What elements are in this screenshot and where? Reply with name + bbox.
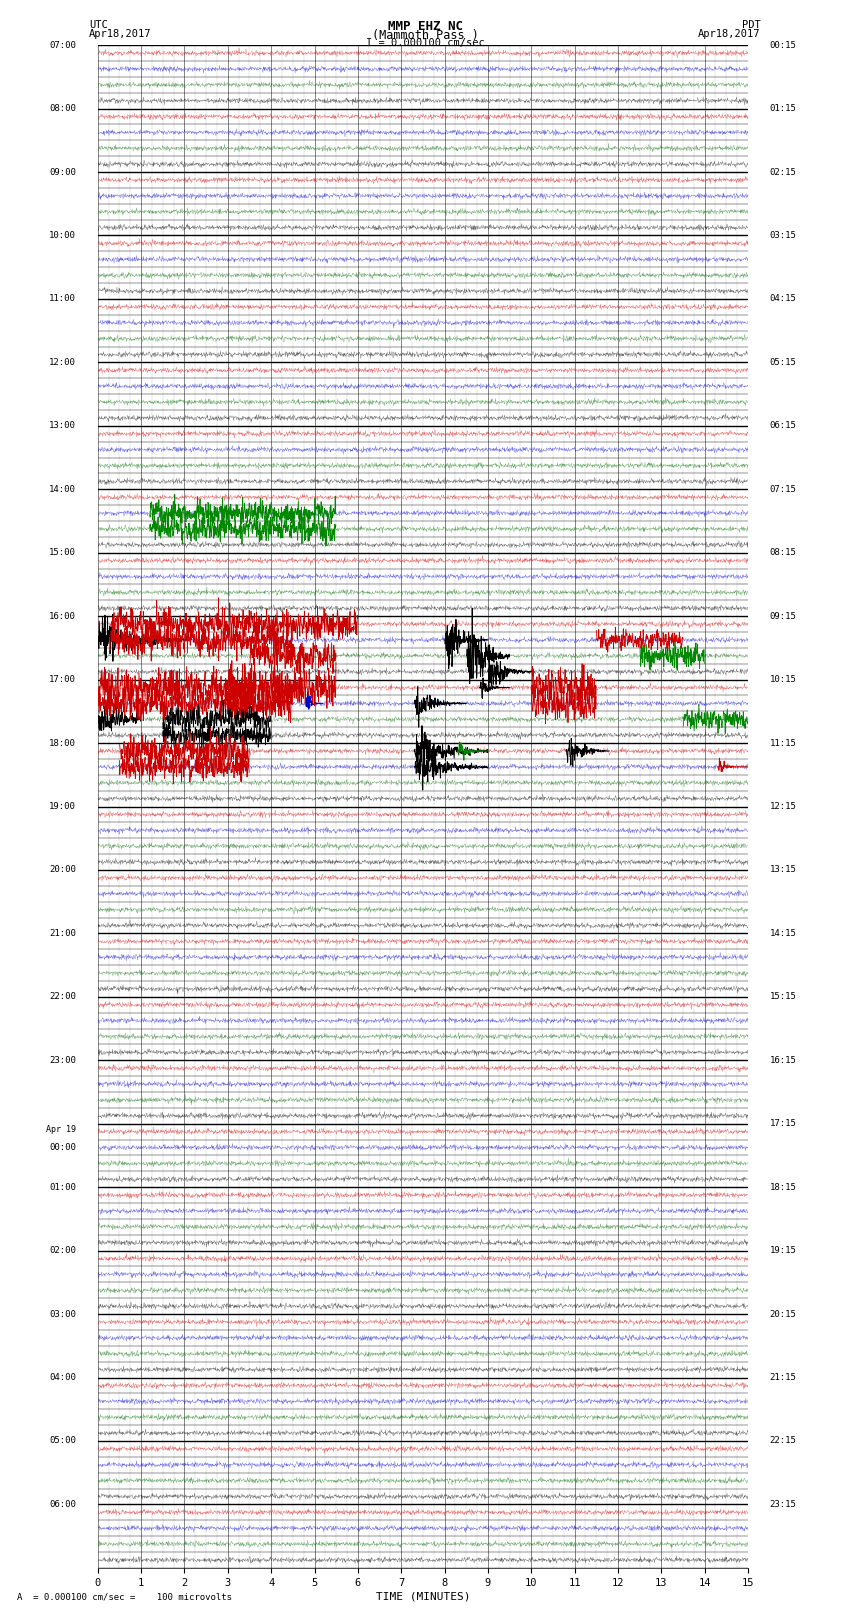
Text: 10:15: 10:15 bbox=[770, 676, 796, 684]
Text: 02:15: 02:15 bbox=[770, 168, 796, 176]
Text: 05:15: 05:15 bbox=[770, 358, 796, 366]
Text: 00:15: 00:15 bbox=[770, 40, 796, 50]
Text: 00:00: 00:00 bbox=[49, 1144, 76, 1152]
Text: 17:15: 17:15 bbox=[770, 1119, 796, 1127]
Text: 03:15: 03:15 bbox=[770, 231, 796, 240]
Text: 03:00: 03:00 bbox=[49, 1310, 76, 1318]
Text: 01:15: 01:15 bbox=[770, 105, 796, 113]
Text: 23:15: 23:15 bbox=[770, 1500, 796, 1508]
Text: 17:00: 17:00 bbox=[49, 676, 76, 684]
Text: 04:15: 04:15 bbox=[770, 295, 796, 303]
Text: 07:15: 07:15 bbox=[770, 486, 796, 494]
Text: 10:00: 10:00 bbox=[49, 231, 76, 240]
Text: I = 0.000100 cm/sec: I = 0.000100 cm/sec bbox=[366, 37, 484, 48]
Text: 05:00: 05:00 bbox=[49, 1437, 76, 1445]
Text: 09:15: 09:15 bbox=[770, 611, 796, 621]
Text: 13:00: 13:00 bbox=[49, 421, 76, 431]
Text: 16:00: 16:00 bbox=[49, 611, 76, 621]
Text: Apr18,2017: Apr18,2017 bbox=[89, 29, 152, 39]
Text: 08:00: 08:00 bbox=[49, 105, 76, 113]
Text: 12:00: 12:00 bbox=[49, 358, 76, 366]
Text: 18:15: 18:15 bbox=[770, 1182, 796, 1192]
Text: A  = 0.000100 cm/sec =    100 microvolts: A = 0.000100 cm/sec = 100 microvolts bbox=[17, 1592, 232, 1602]
Text: 13:15: 13:15 bbox=[770, 866, 796, 874]
Text: 22:00: 22:00 bbox=[49, 992, 76, 1002]
Text: 11:15: 11:15 bbox=[770, 739, 796, 747]
Text: 21:15: 21:15 bbox=[770, 1373, 796, 1382]
Text: Apr18,2017: Apr18,2017 bbox=[698, 29, 761, 39]
Text: 18:00: 18:00 bbox=[49, 739, 76, 747]
Text: 22:15: 22:15 bbox=[770, 1437, 796, 1445]
Text: MMP EHZ NC: MMP EHZ NC bbox=[388, 19, 462, 34]
Text: 19:00: 19:00 bbox=[49, 802, 76, 811]
Text: 12:15: 12:15 bbox=[770, 802, 796, 811]
Text: 20:00: 20:00 bbox=[49, 866, 76, 874]
Text: 04:00: 04:00 bbox=[49, 1373, 76, 1382]
Text: 16:15: 16:15 bbox=[770, 1057, 796, 1065]
Text: 02:00: 02:00 bbox=[49, 1247, 76, 1255]
Text: 14:00: 14:00 bbox=[49, 486, 76, 494]
Text: 19:15: 19:15 bbox=[770, 1247, 796, 1255]
Text: 21:00: 21:00 bbox=[49, 929, 76, 937]
Text: 15:15: 15:15 bbox=[770, 992, 796, 1002]
Text: PDT: PDT bbox=[742, 19, 761, 31]
Text: Apr 19: Apr 19 bbox=[46, 1126, 76, 1134]
Text: 07:00: 07:00 bbox=[49, 40, 76, 50]
Text: 09:00: 09:00 bbox=[49, 168, 76, 176]
Text: 14:15: 14:15 bbox=[770, 929, 796, 937]
Text: 15:00: 15:00 bbox=[49, 548, 76, 556]
Text: 08:15: 08:15 bbox=[770, 548, 796, 556]
Text: 23:00: 23:00 bbox=[49, 1057, 76, 1065]
Text: 06:00: 06:00 bbox=[49, 1500, 76, 1508]
Text: 06:15: 06:15 bbox=[770, 421, 796, 431]
X-axis label: TIME (MINUTES): TIME (MINUTES) bbox=[376, 1592, 470, 1602]
Text: (Mammoth Pass ): (Mammoth Pass ) bbox=[371, 29, 479, 42]
Text: 11:00: 11:00 bbox=[49, 295, 76, 303]
Text: 01:00: 01:00 bbox=[49, 1182, 76, 1192]
Text: 20:15: 20:15 bbox=[770, 1310, 796, 1318]
Text: UTC: UTC bbox=[89, 19, 108, 31]
